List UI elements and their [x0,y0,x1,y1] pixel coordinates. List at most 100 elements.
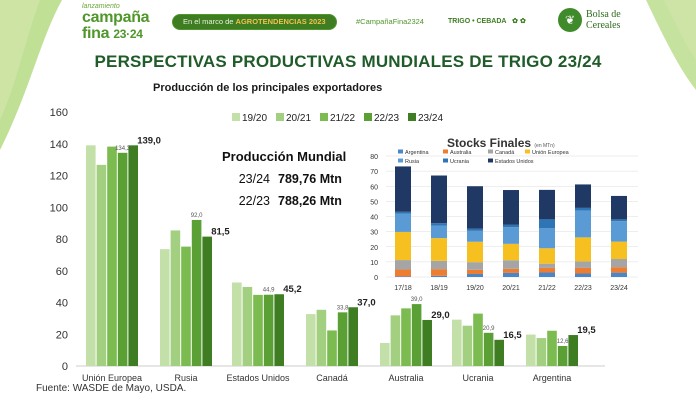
stock-y-tick-label: 40 [370,215,378,222]
bar [96,164,107,366]
stock-bar-segment [575,273,591,277]
x-category-label: Estados Unidos [226,373,290,383]
world-production-row: 23/24 789,76 Mtn [212,172,372,186]
data-label: 20,9 [483,326,495,332]
bar [327,330,337,366]
stocks-unit: (en MTn) [534,143,555,149]
stock-legend-label: Estados Unidos [495,159,534,165]
data-label: 44,9 [263,288,275,294]
legend-label: 19/20 [242,113,267,124]
stock-bar-segment [467,262,483,270]
bar [547,330,557,366]
stock-bar-segment [575,207,591,211]
legend-label: 20/21 [286,113,311,124]
world-production-row: 22/23 788,26 Mtn [212,194,372,208]
stock-x-label: 19/20 [466,285,484,292]
bar [568,335,578,366]
bar [263,294,274,366]
bar [348,307,358,366]
data-label: 134,3 [115,146,131,152]
bar [253,294,263,366]
data-label: 81,5 [211,227,230,238]
world-production-heading: Producción Mundial [222,149,347,164]
legend-label: 23/24 [418,113,443,124]
stock-legend-swatch [398,149,403,154]
data-label: 139,0 [137,135,161,146]
stock-bar-segment [467,186,483,229]
event-header: lanzamiento campaña fina 23·24 En el mar… [0,0,696,44]
stock-bar-segment [431,223,447,226]
y-tick-label: 160 [50,107,68,119]
bar [494,339,504,366]
stock-y-tick-label: 30 [370,230,378,237]
y-tick-label: 140 [50,139,68,151]
stock-legend-label: Australia [450,150,472,156]
stock-bar-segment [539,228,555,249]
bar [401,308,411,366]
campaign-logo: lanzamiento campaña fina 23·24 [82,3,150,42]
stock-bar-segment [611,241,627,260]
stock-bar-segment [467,241,483,263]
stock-bar-segment [395,231,411,261]
bar [128,145,138,366]
decorative-swoosh-right [646,0,696,90]
bar [181,246,191,366]
stock-y-tick-label: 70 [370,169,378,176]
stock-bar-segment [395,260,411,270]
stock-bar-segment [611,267,627,273]
wheat-icon: ✿ [512,18,519,25]
stock-bar-segment [503,227,519,244]
x-category-label: Canadá [316,373,348,383]
decorative-swoosh-left [0,0,62,150]
bar [316,309,327,366]
stock-y-tick-label: 10 [370,260,378,267]
bar [242,286,253,366]
stock-bar-segment [503,272,519,277]
bar [86,145,96,366]
bar [380,342,390,366]
stocks-title-text: Stocks Finales [447,136,532,150]
stock-x-label: 23/24 [610,285,628,292]
logo-line2: fina 23·24 [82,26,149,42]
stock-legend-swatch [443,158,448,163]
hashtag: #CampañaFina2324 [356,17,424,26]
stock-bar-segment [539,189,555,220]
bar [117,152,128,366]
data-label: 39,0 [411,297,423,303]
row-value: 788,26 Mtn [278,194,342,208]
stocks-title: Stocks Finales (en MTn) [447,136,555,150]
logo-pre: lanzamiento [82,3,120,10]
stock-bar-segment [611,259,627,268]
stock-bar-segment [395,213,411,232]
x-category-label: Australia [388,373,423,383]
stock-bar-segment [575,210,591,238]
legend-swatch [276,113,284,121]
stock-x-label: 18/19 [430,285,448,292]
stock-x-label: 22/23 [574,285,592,292]
x-category-label: Rusia [174,373,197,383]
stock-legend-label: Unión Europea [532,150,570,156]
stock-bar-segment [431,225,447,239]
y-tick-label: 80 [56,234,68,246]
bar [160,249,170,366]
page-title: PERSPECTIVAS PRODUCTIVAS MUNDIALES DE TR… [94,52,602,71]
source-note: Fuente: WASDE de Mayo, USDA. [36,383,187,394]
stock-legend-swatch [488,149,493,154]
stock-bar-segment [611,221,627,242]
stock-bar-segment [611,219,627,222]
row-year: 22/23 [238,194,270,208]
stock-bar-segment [395,211,411,214]
bar [337,312,348,366]
event-name: AGROTENDENCIAS 2023 [235,17,326,26]
stock-x-label: 17/18 [394,285,412,292]
bar [306,314,316,366]
y-tick-label: 20 [56,329,68,341]
x-category-label: Ucrania [462,373,493,383]
bar [390,315,401,366]
crops-label: TRIGO • CEBADA ✿ ✿ [448,17,526,25]
world-production-box: Producción Mundial 23/24 789,76 Mtn 22/23… [212,149,372,208]
bar [462,325,473,366]
stock-bar-segment [575,184,591,208]
y-tick-label: 60 [56,266,68,278]
